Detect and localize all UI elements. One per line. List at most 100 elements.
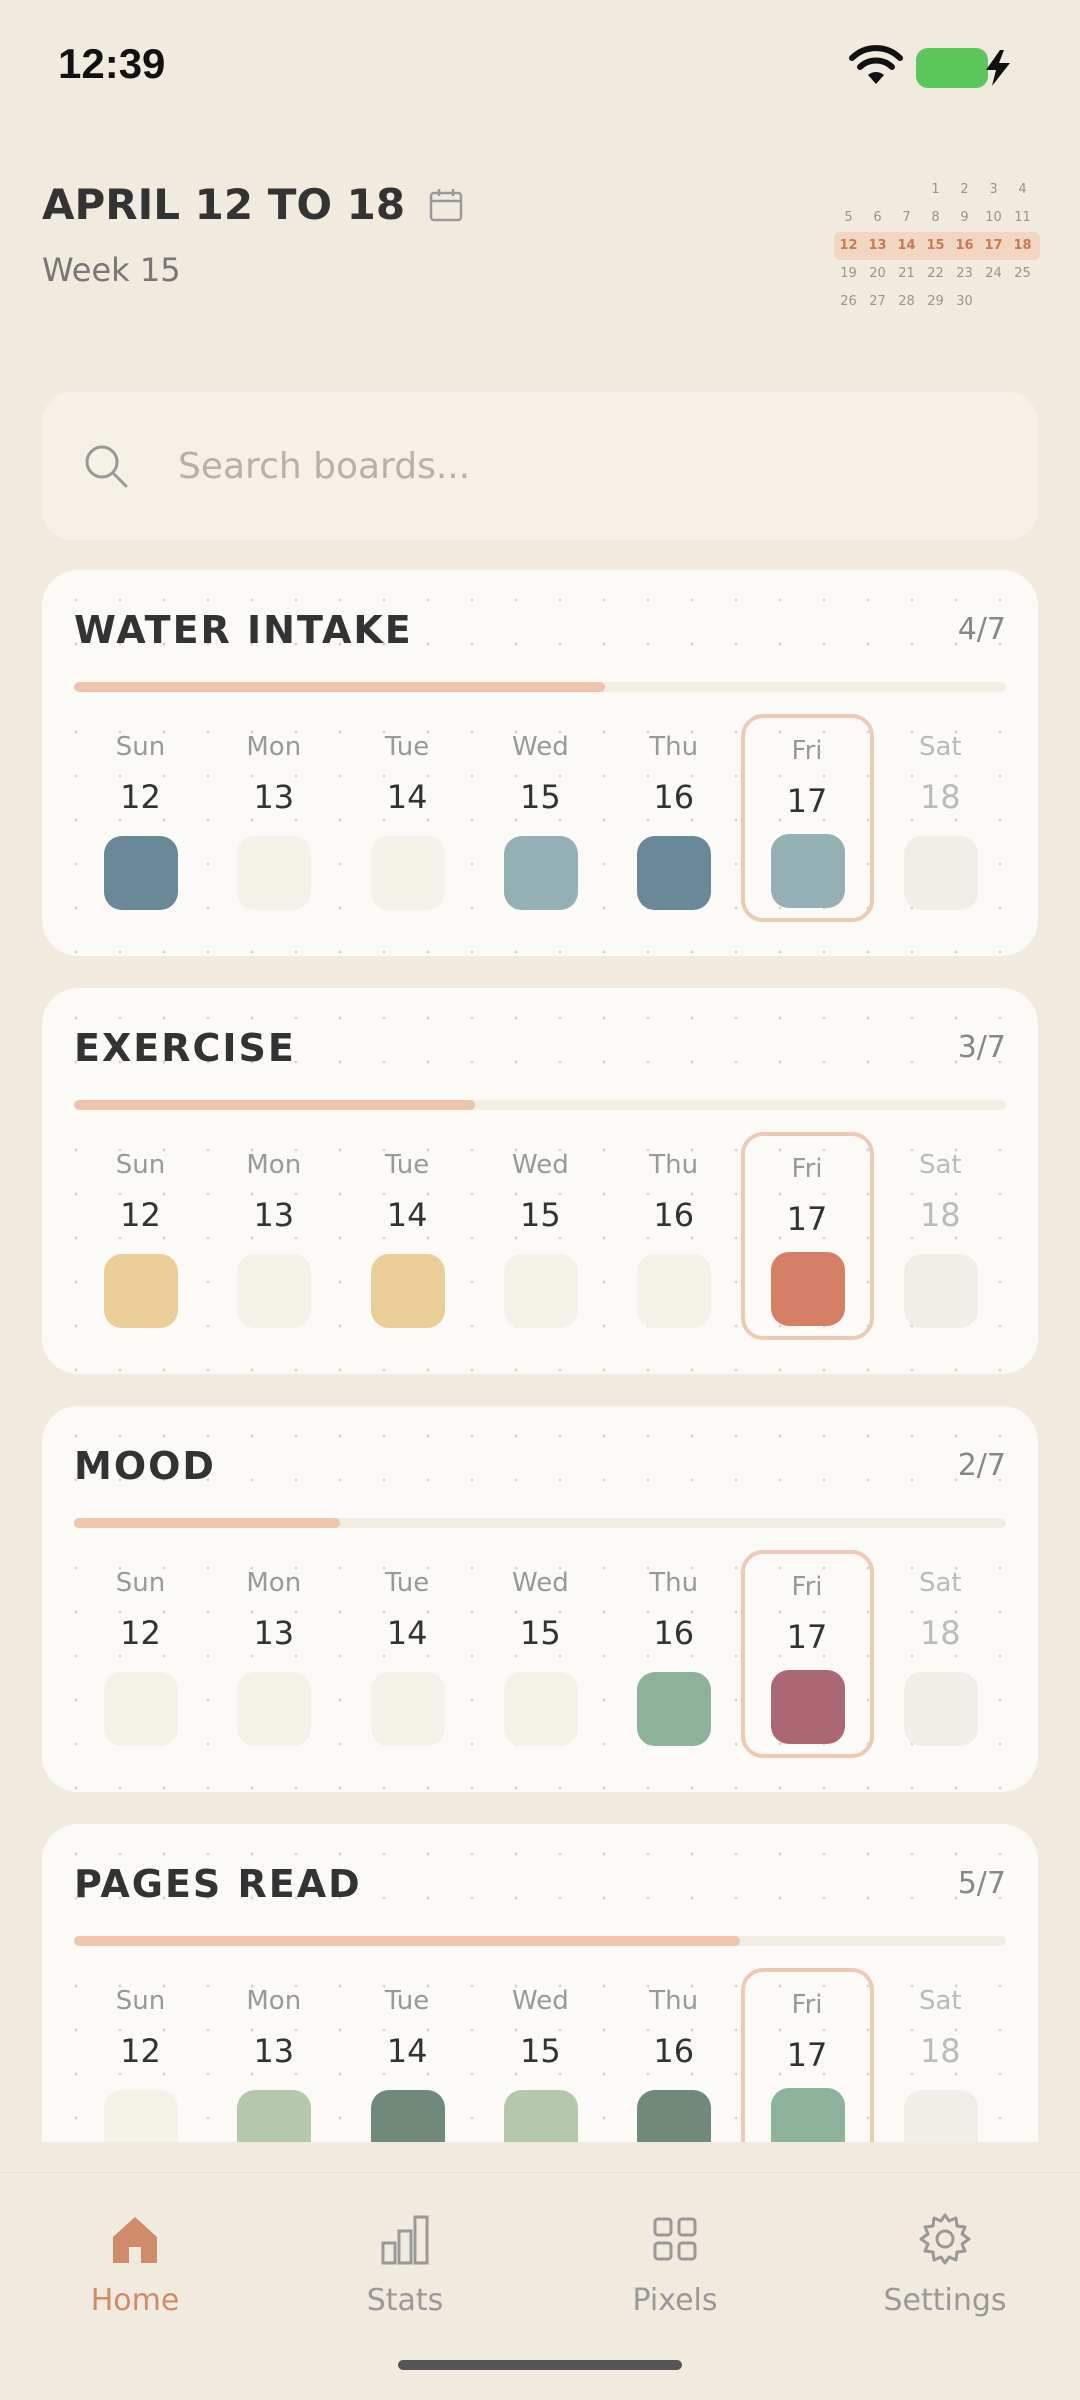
day-cell[interactable]: Thu 16 [607,1556,740,1762]
pixel-tile[interactable] [637,1672,712,1746]
pixel-tile[interactable] [104,1254,178,1328]
nav-label: Settings [883,2283,1007,2318]
day-cell[interactable]: Wed 15 [474,720,607,926]
day-cell[interactable]: Mon 13 [207,1138,340,1344]
nav-home[interactable]: Home [35,2209,235,2318]
day-cell[interactable]: Sun 12 [74,1138,207,1344]
nav-pixels[interactable]: Pixels [575,2209,775,2318]
day-number: 16 [653,1614,695,1652]
pixel-tile[interactable] [503,836,578,910]
day-cell[interactable]: Sat 18 [874,720,1007,926]
grid-icon [653,2217,697,2261]
mini-calendar-day: 27 [869,294,886,309]
pixel-tile[interactable] [370,1254,445,1328]
mini-calendar[interactable]: 1 2 3 4 5 6 7 8 9 10 11 12 13 14 15 16 17 18 19 20 21 22 23 24 2… [834,176,1040,316]
day-cell-today[interactable]: Fri 17 [740,714,874,922]
pixel-tile[interactable] [104,1672,178,1746]
pixel-tile[interactable] [370,1672,445,1746]
day-cell[interactable]: Wed 15 [474,1556,607,1762]
status-time: 12:39 [58,40,166,87]
day-cell[interactable]: Mon 13 [207,1974,340,2142]
mini-calendar-day [892,176,921,204]
day-cell[interactable]: Thu 16 [607,720,740,926]
day-cell-today[interactable]: Fri 17 [740,1968,874,2142]
day-name: Thu [649,732,699,762]
pixel-tile[interactable] [104,2090,178,2142]
progress-bar [74,1936,1006,1946]
pixel-tile[interactable] [637,836,712,910]
pixel-tile[interactable] [770,2088,845,2142]
day-cell[interactable]: Mon 13 [207,720,340,926]
pixel-tile[interactable] [637,2090,712,2142]
day-name: Wed [512,1150,569,1180]
pixel-tile[interactable] [770,1252,845,1326]
board-card[interactable]: MOOD 2/7 Sun 12 Mon 13 Tue 14 Wed 15 Thu 16 Fri 17 Sat… [42,1406,1038,1792]
day-cell[interactable]: Thu 16 [607,1138,740,1344]
board-title: PAGES READ [74,1862,362,1906]
day-number: 13 [253,778,295,816]
board-card[interactable]: PAGES READ 5/7 Sun 12 Mon 13 Tue 14 Wed 15 Thu 16 Fr… [42,1824,1038,2142]
day-name: Fri [791,1572,823,1602]
progress-fill [74,1518,340,1528]
day-cell[interactable]: Sat 18 [874,1138,1007,1344]
pixel-tile[interactable] [370,836,445,910]
pixel-tile[interactable] [237,1254,312,1328]
day-name: Tue [384,1568,430,1598]
day-cell[interactable]: Sun 12 [74,1974,207,2142]
pixel-tile[interactable] [903,836,978,910]
mini-calendar-day: 22 [927,266,944,281]
day-cell[interactable]: Sun 12 [74,1556,207,1762]
day-name: Sun [115,1150,166,1180]
search-input[interactable] [178,432,978,500]
day-cell[interactable]: Tue 14 [341,1974,474,2142]
day-cell[interactable]: Sat 18 [874,1974,1007,2142]
day-cell[interactable]: Tue 14 [341,1138,474,1344]
day-name: Sat [918,732,962,762]
pixel-tile[interactable] [370,2090,445,2142]
day-cell[interactable]: Wed 15 [474,1974,607,2142]
pixel-tile[interactable] [503,2090,578,2142]
pixel-tile[interactable] [104,836,178,910]
pixel-tile[interactable] [637,1254,712,1328]
boards-list[interactable]: WATER INTAKE 4/7 Sun 12 Mon 13 Tue 14 Wed 15 Thu 16… [0,570,1080,2142]
pixel-tile[interactable] [237,1672,312,1746]
day-cell[interactable]: Mon 13 [207,1556,340,1762]
mini-calendar-day: 5 [844,210,853,225]
day-cell-today[interactable]: Fri 17 [740,1132,874,1340]
day-cell[interactable]: Wed 15 [474,1138,607,1344]
mini-calendar-day: 13 [868,238,887,253]
mini-calendar-row: 26 27 28 29 30 [834,288,1040,316]
pixel-tile[interactable] [237,836,312,910]
board-card[interactable]: EXERCISE 3/7 Sun 12 Mon 13 Tue 14 Wed 15 Thu 16 Fri 1… [42,988,1038,1374]
mini-calendar-day [834,176,863,204]
pixel-tile[interactable] [903,1672,978,1746]
day-cell[interactable]: Tue 14 [341,720,474,926]
search-bar[interactable] [42,392,1038,540]
day-number: 12 [120,1614,161,1652]
day-cell-today[interactable]: Fri 17 [740,1550,874,1758]
day-number: 13 [253,1614,295,1652]
pixel-tile[interactable] [770,1670,845,1744]
board-count: 5/7 [957,1866,1006,1901]
day-row: Sun 12 Mon 13 Tue 14 Wed 15 Thu 16 Fri 17 Sat 18 [74,1968,1007,2142]
day-name: Sat [918,1150,962,1180]
search-icon [85,445,128,488]
day-cell[interactable]: Tue 14 [341,1556,474,1762]
day-number: 18 [919,2032,961,2070]
pixel-tile[interactable] [237,2090,312,2142]
pixel-tile[interactable] [903,2090,978,2142]
mini-calendar-day: 18 [1013,238,1032,253]
pixel-tile[interactable] [503,1672,578,1746]
day-cell[interactable]: Thu 16 [607,1974,740,2142]
day-cell[interactable]: Sun 12 [74,720,207,926]
nav-settings[interactable]: Settings [845,2209,1045,2318]
nav-stats[interactable]: Stats [305,2209,505,2318]
pixel-tile[interactable] [770,834,845,908]
mini-calendar-day: 30 [956,294,973,309]
board-card[interactable]: WATER INTAKE 4/7 Sun 12 Mon 13 Tue 14 Wed 15 Thu 16… [42,570,1038,956]
day-cell[interactable]: Sat 18 [874,1556,1007,1762]
calendar-icon[interactable] [428,187,464,223]
pixel-tile[interactable] [503,1254,578,1328]
pixel-tile[interactable] [903,1254,978,1328]
day-name: Sat [918,1986,962,2016]
